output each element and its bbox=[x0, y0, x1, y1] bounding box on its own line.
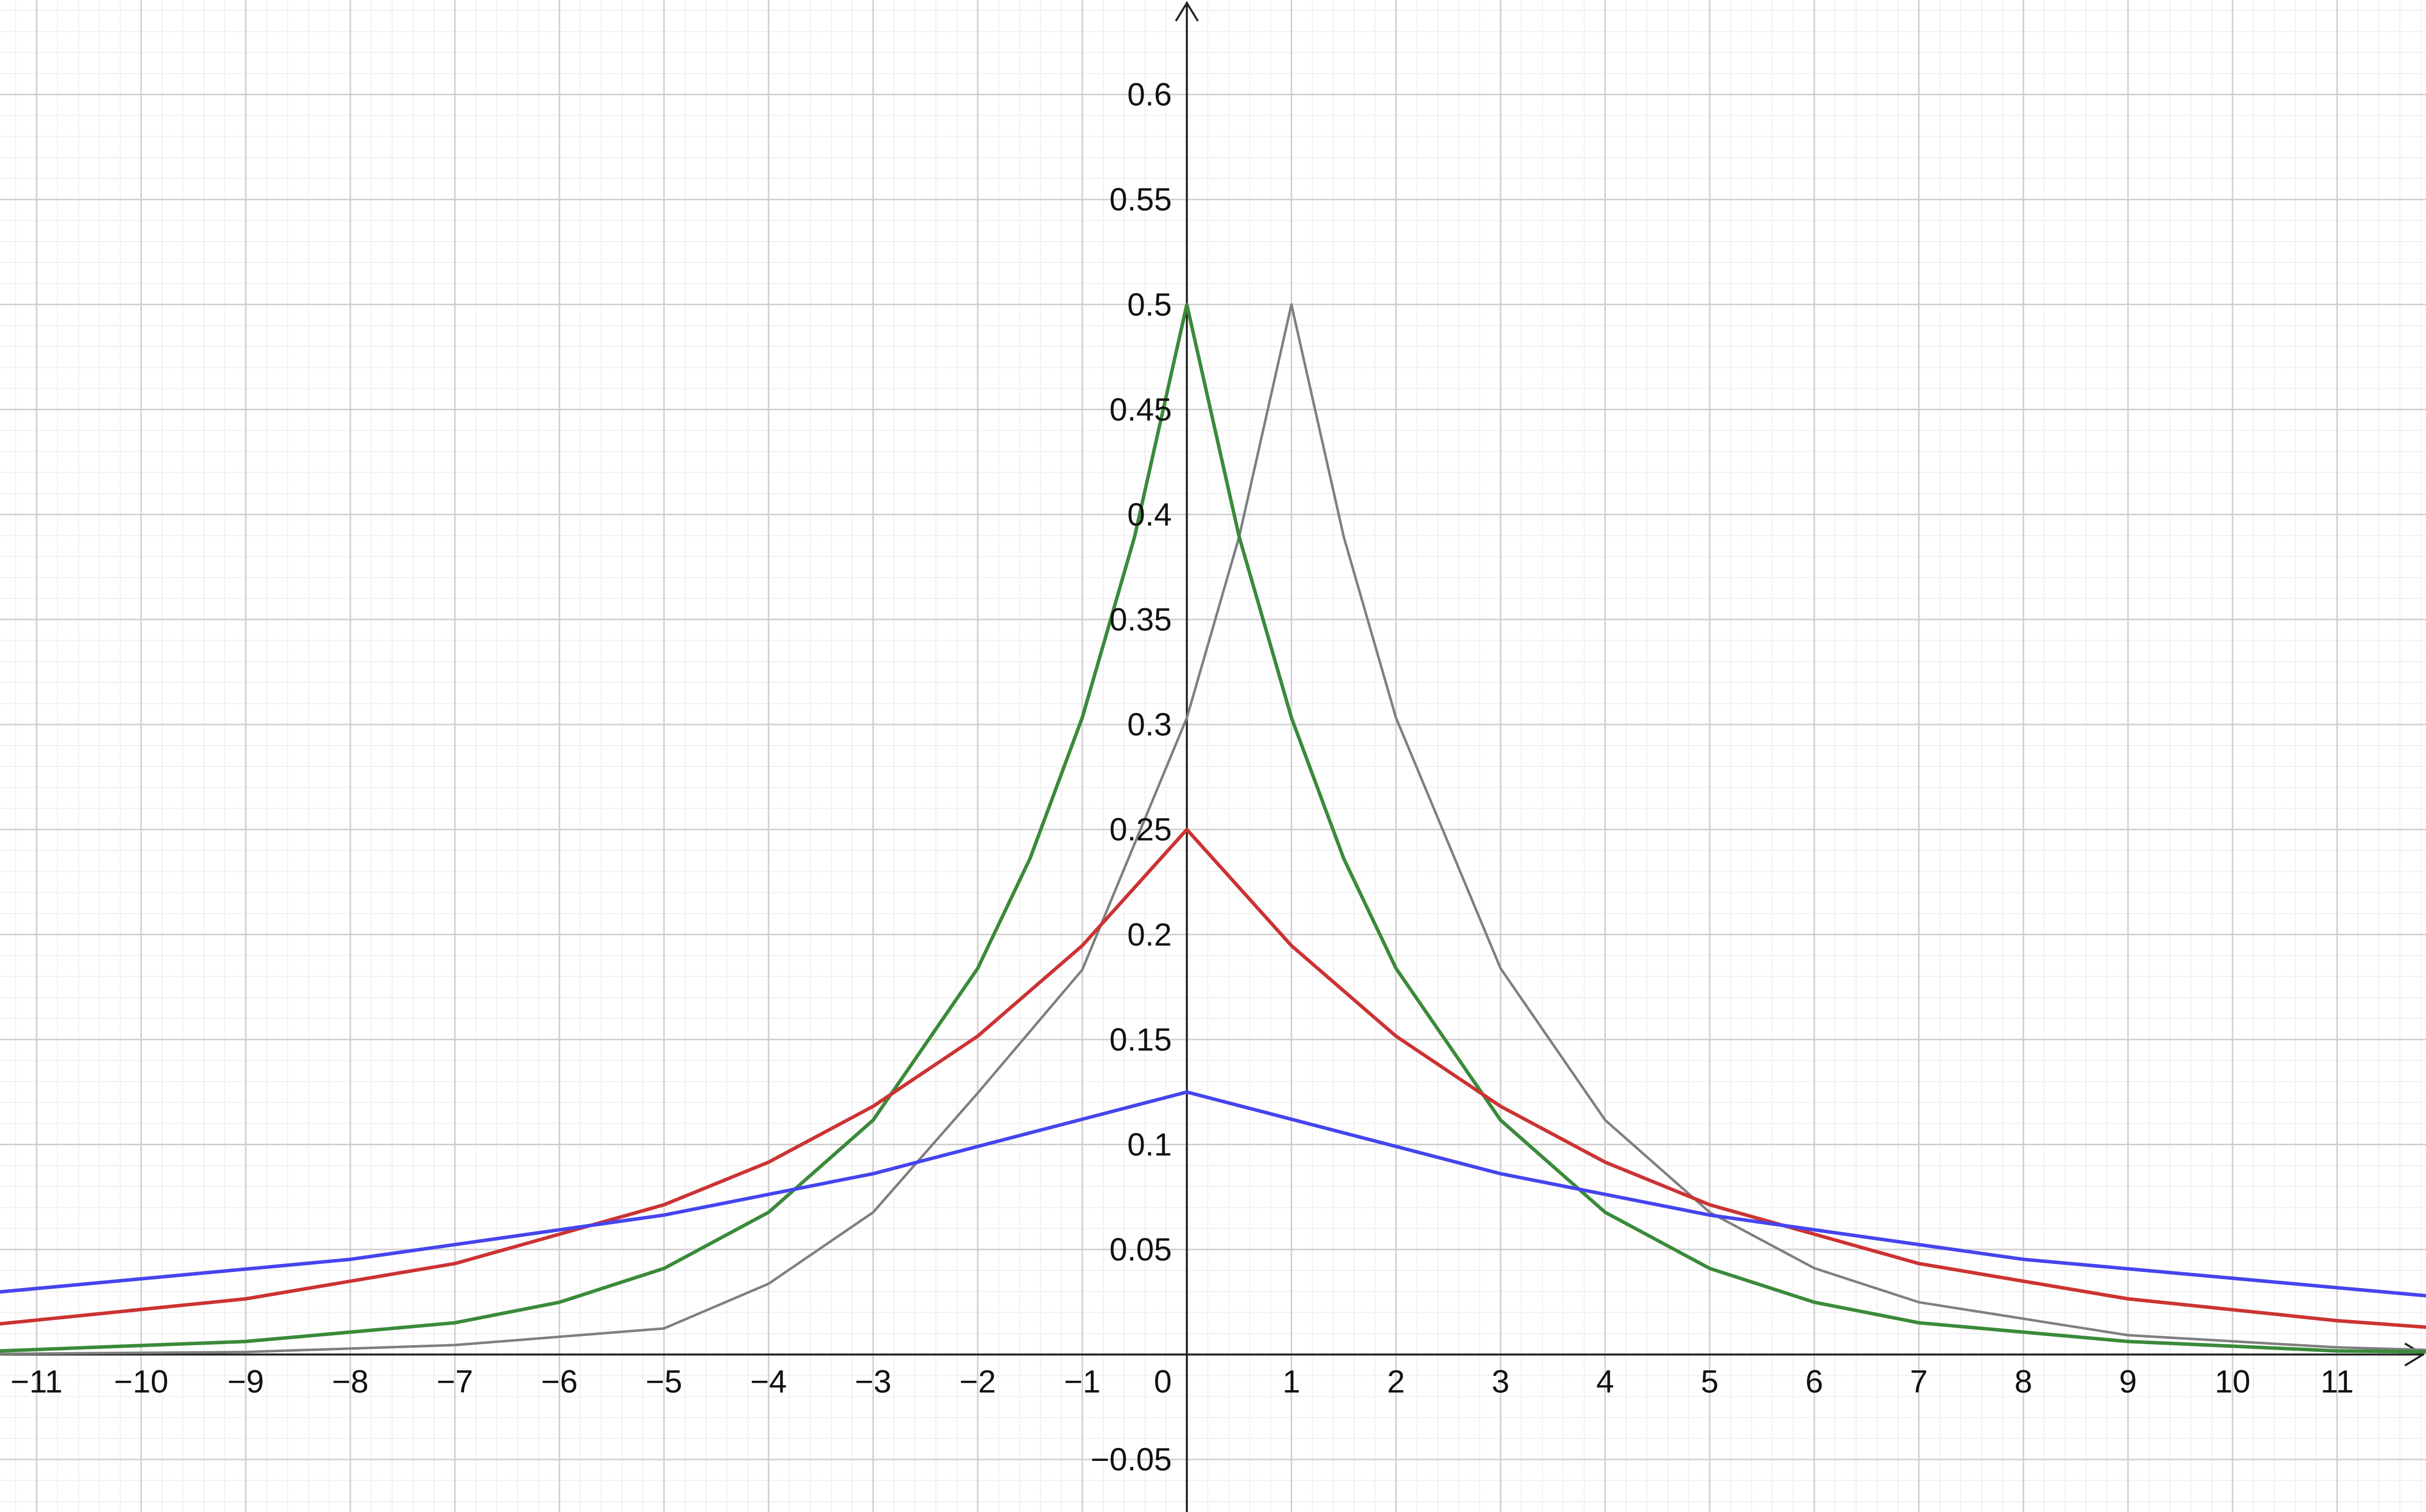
x-tick-label: −11 bbox=[11, 1364, 63, 1400]
x-tick-label: 11 bbox=[2320, 1364, 2353, 1400]
x-tick-label: 8 bbox=[2015, 1364, 2033, 1400]
y-tick-label: 0.55 bbox=[1109, 181, 1172, 217]
x-tick-label: 3 bbox=[1492, 1364, 1510, 1400]
x-tick-label: −2 bbox=[959, 1364, 996, 1400]
y-tick-label: 0.6 bbox=[1127, 77, 1172, 113]
x-tick-label: 6 bbox=[1805, 1364, 1823, 1400]
x-tick-label: −8 bbox=[332, 1364, 369, 1400]
series-line-2 bbox=[0, 303, 2426, 1354]
x-tick-label: 10 bbox=[2215, 1364, 2250, 1400]
x-tick-label: −1 bbox=[1064, 1364, 1101, 1400]
y-tick-label: −0.05 bbox=[1091, 1441, 1172, 1477]
x-axis-arrow bbox=[2404, 1342, 2425, 1367]
x-tick-label: 9 bbox=[2119, 1364, 2137, 1400]
x-tick-label: −9 bbox=[227, 1364, 264, 1400]
x-tick-label: 5 bbox=[1701, 1364, 1719, 1400]
series-line-1 bbox=[0, 303, 2426, 1355]
y-tick-label: 0.25 bbox=[1109, 812, 1172, 848]
y-tick-label: 0.35 bbox=[1109, 602, 1172, 638]
series-line-3 bbox=[0, 828, 2426, 1329]
y-tick-label: 0.4 bbox=[1127, 496, 1172, 533]
y-tick-label: 0.5 bbox=[1127, 287, 1172, 323]
x-tick-label: 4 bbox=[1596, 1364, 1614, 1400]
y-tick-label: 0.3 bbox=[1127, 706, 1172, 742]
y-tick-label: 0.1 bbox=[1127, 1126, 1172, 1162]
y-tick-label: 0.2 bbox=[1127, 916, 1172, 952]
x-tick-label: −6 bbox=[541, 1364, 578, 1400]
series-line-4 bbox=[0, 1090, 2426, 1298]
x-tick-labels: −11 −10 −9 −8 −7 −6 −5 −4 −3 −2 −1 0 1 2 3 4 5 6 7 8 9 10 11 bbox=[11, 1364, 2354, 1400]
x-tick-label: 0 bbox=[1154, 1364, 1172, 1400]
x-tick-label: 1 bbox=[1283, 1364, 1301, 1400]
x-tick-label: 7 bbox=[1910, 1364, 1928, 1400]
x-tick-label: −10 bbox=[114, 1364, 168, 1400]
y-tick-labels: −0.05 0.05 0.1 0.15 0.2 0.25 0.3 0.35 0.4 0.45 0.5… bbox=[1091, 77, 1172, 1478]
y-axis-arrow bbox=[1175, 1, 1199, 22]
y-tick-label: 0.15 bbox=[1109, 1022, 1172, 1058]
x-tick-label: −5 bbox=[646, 1364, 682, 1400]
x-tick-label: −3 bbox=[855, 1364, 891, 1400]
x-tick-label: −7 bbox=[436, 1364, 473, 1400]
y-tick-label: 0.05 bbox=[1109, 1231, 1172, 1268]
x-tick-label: −4 bbox=[751, 1364, 787, 1400]
x-tick-label: 2 bbox=[1387, 1364, 1405, 1400]
series-group bbox=[0, 303, 2426, 1355]
y-tick-label: 0.45 bbox=[1109, 391, 1172, 427]
